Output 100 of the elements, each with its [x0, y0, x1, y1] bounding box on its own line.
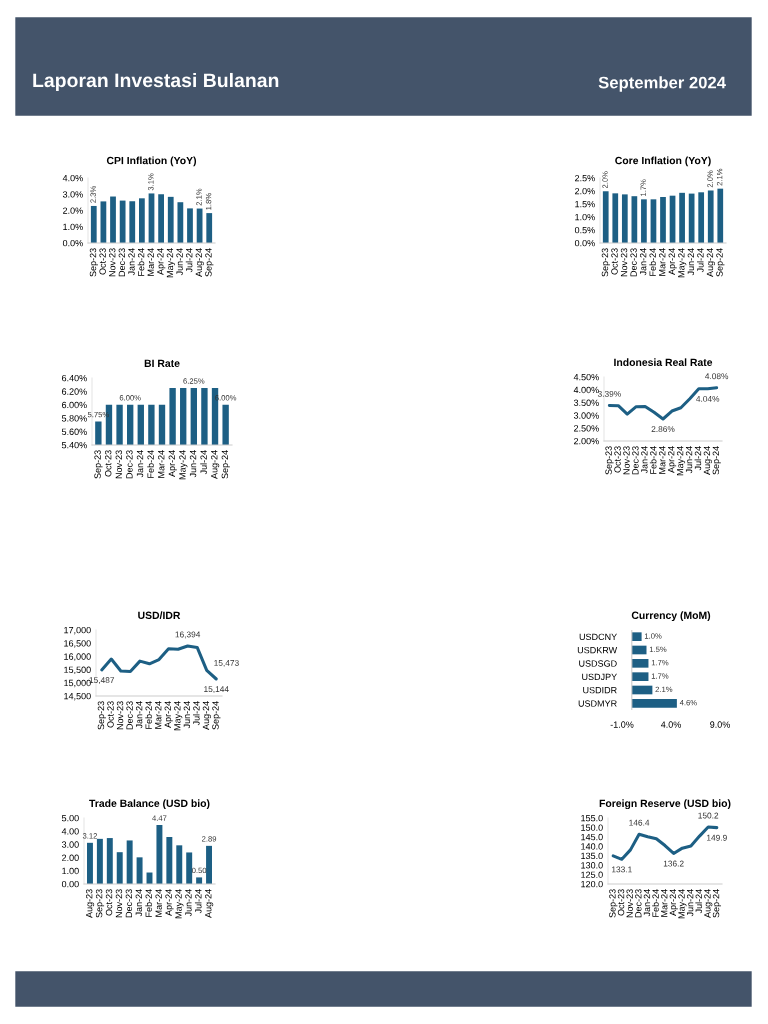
bar — [206, 845, 213, 884]
y-tick-label: 5.40% — [61, 441, 87, 449]
x-tick-label: Dec-23 — [126, 701, 133, 730]
x-tick-label: Mar-24 — [659, 248, 666, 276]
bar — [707, 190, 714, 243]
bar — [641, 199, 647, 243]
x-tick-label: Apr-24 — [168, 450, 177, 477]
bar — [631, 685, 653, 695]
y-tick-label: 2.00 — [62, 854, 79, 861]
bar — [631, 659, 649, 668]
y-tick-label: USDJPY — [582, 673, 617, 681]
x-tick-label: Dec-23 — [632, 446, 639, 475]
x-tick-label: Dec-23 — [118, 248, 126, 277]
data-label: 149.9 — [707, 834, 727, 841]
bar — [90, 205, 97, 243]
y-tick-label: 150.0 — [581, 824, 603, 831]
bar — [86, 842, 93, 884]
x-tick-label: -1.0% — [610, 721, 634, 728]
x-tick-label: Sep-24 — [716, 248, 725, 277]
chart-title: USD/IDR — [138, 611, 181, 620]
y-tick-label: 3.0% — [62, 191, 83, 198]
x-tick-label: Jun-24 — [176, 248, 183, 276]
y-tick-label: 1.0% — [63, 223, 83, 231]
x-tick-label: Sep-23 — [95, 889, 105, 918]
bar — [167, 196, 174, 243]
data-label: 136.2 — [663, 860, 684, 867]
x-tick-label: Jan-24 — [128, 248, 135, 276]
y-tick-label: USDSGD — [579, 660, 617, 667]
x-tick-label: Nov-23 — [115, 450, 122, 479]
bar — [158, 194, 165, 243]
x-tick-label: Nov-23 — [116, 701, 124, 730]
bar — [621, 194, 628, 243]
bar — [187, 208, 193, 243]
data-label: 150.2 — [698, 812, 719, 819]
x-tick-label: Jun-24 — [686, 889, 694, 917]
x-tick-label: May-24 — [678, 248, 687, 278]
bar — [698, 192, 705, 243]
y-tick-label: 4.00 — [61, 828, 79, 835]
x-tick-label: Nov-23 — [623, 446, 630, 475]
data-label: 133.1 — [612, 866, 632, 873]
x-tick-label: Oct-23 — [107, 701, 114, 728]
x-tick-label: Sep-24 — [205, 248, 214, 277]
x-tick-label: Jul-24 — [194, 889, 202, 914]
y-tick-label: 120.0 — [581, 880, 603, 888]
bar — [688, 193, 695, 243]
x-tick-label: Feb-24 — [147, 450, 154, 478]
bar — [138, 198, 145, 243]
y-tick-label: 135.0 — [581, 852, 603, 860]
bar — [631, 672, 649, 681]
bar — [631, 645, 647, 655]
bar — [136, 857, 143, 884]
text: Laporan Investasi Bulanan — [33, 72, 279, 92]
data-label: 3.39% — [597, 390, 621, 397]
bar — [116, 852, 123, 884]
x-tick-label: May-24 — [166, 248, 175, 278]
y-tick-label: 155.0 — [581, 814, 603, 822]
x-tick-label: Dec-23 — [126, 450, 133, 479]
bar — [660, 196, 666, 243]
bar — [631, 699, 677, 708]
x-tick-label: Apr-24 — [669, 889, 678, 916]
x-tick-label: Apr-24 — [157, 248, 166, 275]
x-tick-label: Aug-24 — [706, 248, 715, 277]
x-tick-label: Mar-24 — [147, 248, 154, 276]
x-tick-label: Jun-24 — [687, 248, 695, 276]
x-tick-label: Aug-24 — [703, 446, 712, 475]
y-tick-label: 145.0 — [581, 833, 603, 841]
data-label: 146.4 — [629, 819, 650, 826]
x-tick-label: May-24 — [179, 450, 188, 480]
y-tick-label: 6.20% — [62, 388, 87, 395]
x-tick-label: Sep-23 — [97, 701, 106, 730]
x-tick-label: Oct-23 — [105, 450, 112, 477]
y-tick-label: 2.0% — [63, 207, 83, 214]
x-tick-label: Mar-24 — [661, 889, 668, 917]
x-tick-label: Feb-24 — [145, 889, 152, 917]
y-tick-label: 3.00 — [61, 841, 79, 848]
x-tick-label: Aug-24 — [704, 889, 713, 918]
x-tick-label: Oct-23 — [105, 889, 113, 916]
x-tick-label: Jun-24 — [685, 446, 693, 474]
y-tick-label: 5.60% — [61, 428, 87, 435]
x-tick-label: Mar-24 — [155, 889, 162, 917]
x-tick-label: Oct-23 — [611, 248, 618, 275]
data-label: 2.86% — [651, 426, 675, 433]
x-tick-label: Jun-24 — [185, 889, 192, 917]
bar — [177, 202, 184, 243]
x-tick-label: Nov-23 — [109, 248, 116, 277]
data-label: 15,487 — [89, 677, 115, 684]
y-tick-label: 14,500 — [64, 692, 91, 701]
x-tick-label: Apr-24 — [164, 701, 173, 728]
bar — [602, 191, 609, 243]
x-tick-label: Oct-23 — [99, 248, 106, 275]
x-tick-label: Jan-24 — [639, 248, 647, 276]
y-tick-label: 3.00% — [573, 412, 599, 419]
y-tick-label: 17,000 — [64, 626, 91, 635]
y-tick-label: 0.00 — [61, 880, 79, 888]
data-label: 15,473 — [214, 659, 239, 667]
x-tick-label: Apr-24 — [667, 446, 677, 473]
x-tick-label: Sep-23 — [94, 450, 103, 479]
bar — [196, 877, 203, 884]
y-tick-label: 2.00% — [574, 437, 599, 445]
y-tick-label: 3.50% — [573, 399, 599, 406]
